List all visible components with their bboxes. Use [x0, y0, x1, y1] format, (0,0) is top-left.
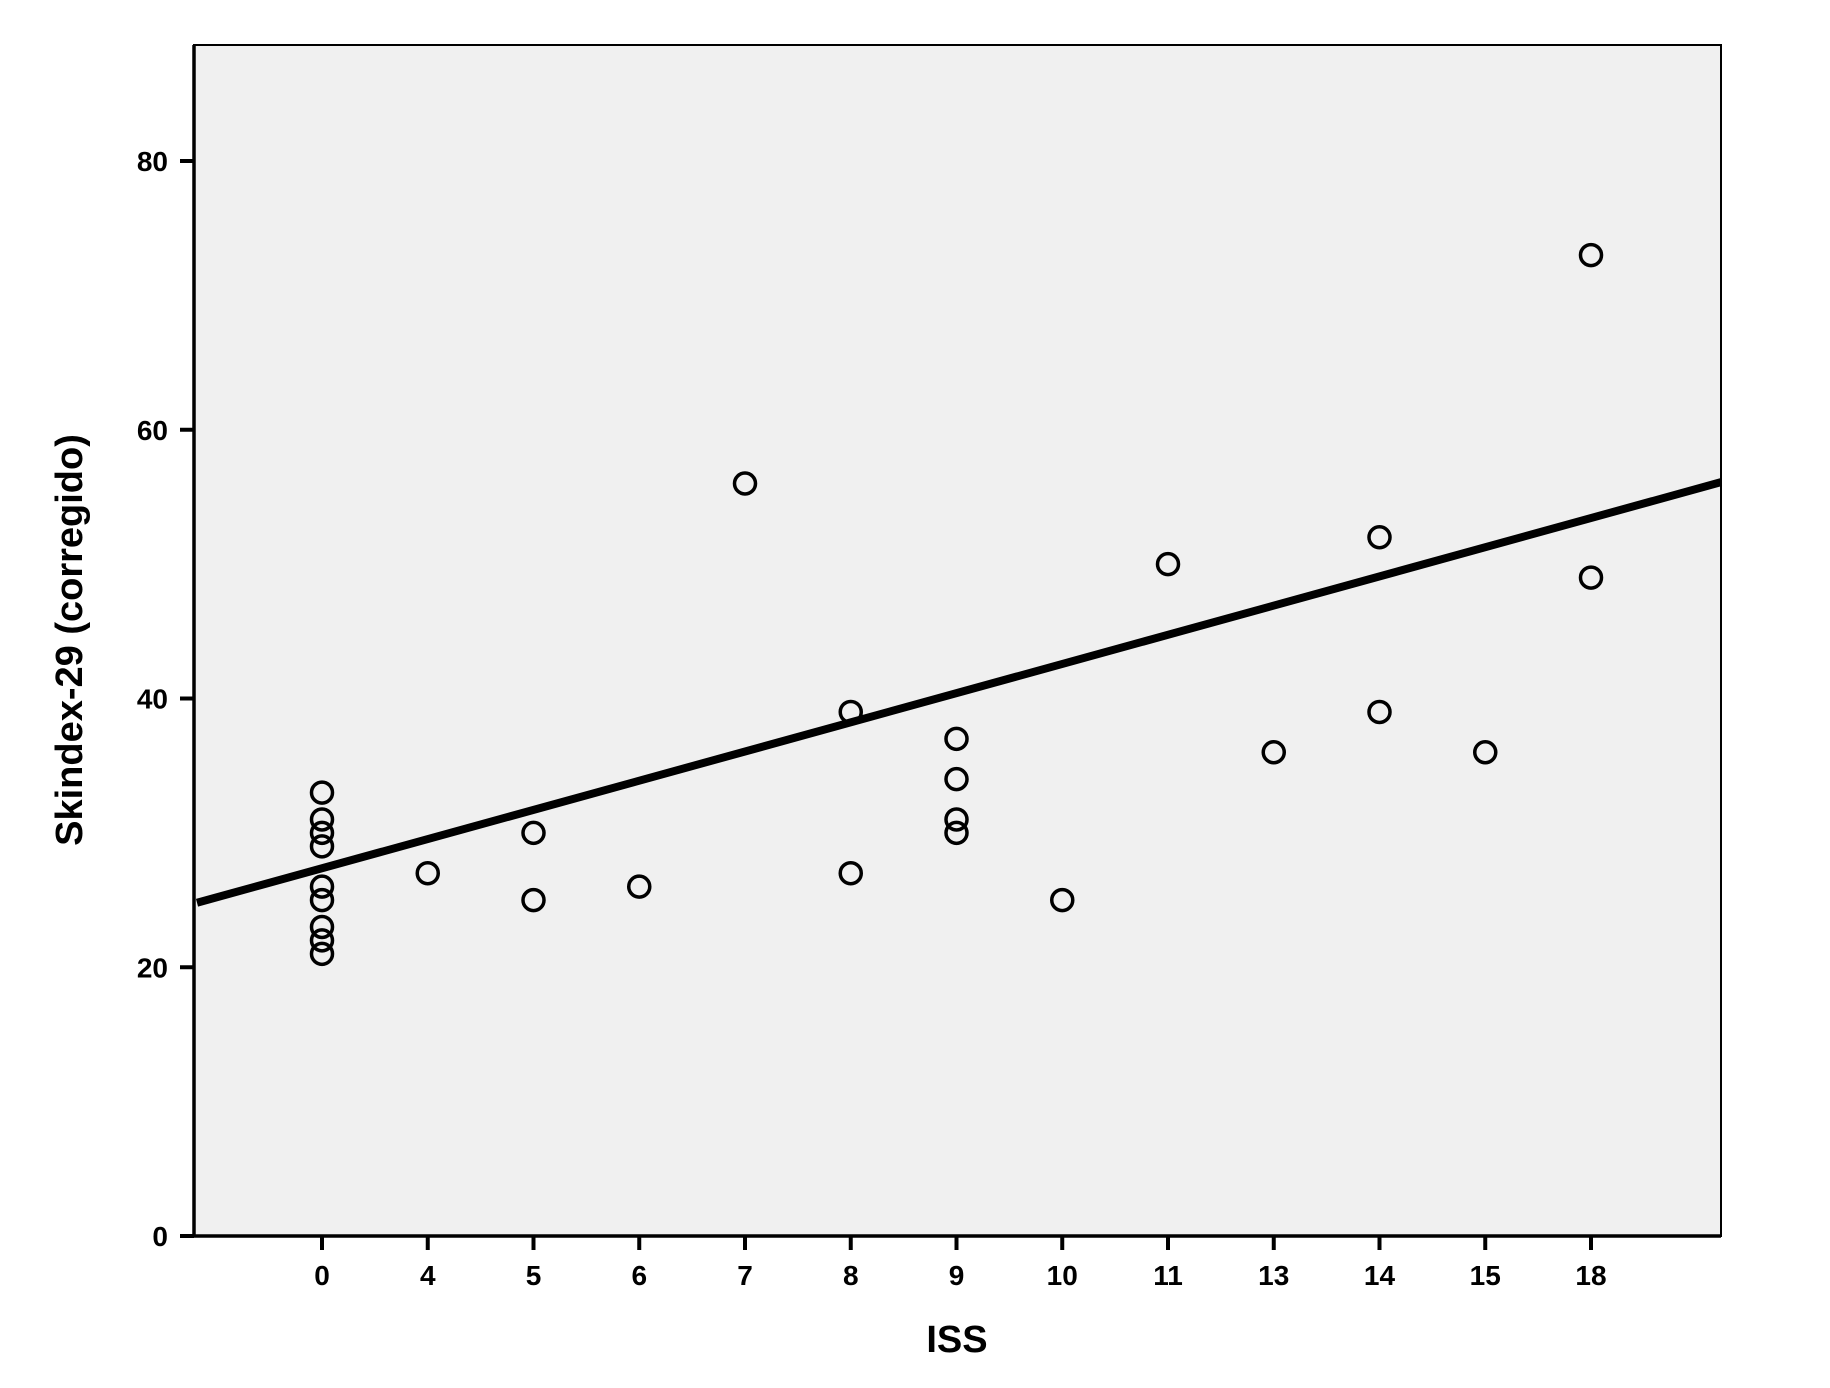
y-tick-label: 80	[137, 146, 168, 177]
x-tick-label: 0	[314, 1260, 330, 1291]
data-points-layer	[309, 242, 1604, 967]
data-point	[1155, 551, 1181, 577]
x-tick-label: 7	[737, 1260, 753, 1291]
x-tick-label: 15	[1470, 1260, 1501, 1291]
x-tick-label: 13	[1258, 1260, 1289, 1291]
x-axis-ticks: 0 4 5 6 7 8 9 10 11 13 14 15 18	[314, 1236, 1607, 1291]
data-point	[309, 780, 335, 805]
x-tick-label: 18	[1575, 1260, 1606, 1291]
x-tick-label: 6	[631, 1260, 647, 1291]
x-tick-label: 5	[526, 1260, 542, 1291]
data-point	[944, 820, 969, 846]
data-point	[309, 807, 335, 832]
data-point	[521, 887, 546, 913]
data-point	[944, 726, 969, 752]
data-point	[1473, 740, 1498, 765]
data-point	[838, 860, 863, 886]
data-point	[309, 887, 335, 913]
y-tick-label: 60	[137, 415, 168, 446]
data-point	[309, 820, 335, 846]
data-point	[1261, 740, 1286, 765]
data-point	[521, 820, 546, 846]
x-tick-label: 9	[949, 1260, 965, 1291]
data-point	[1578, 242, 1604, 268]
data-point	[1050, 887, 1075, 913]
data-point	[309, 914, 335, 940]
y-axis-ticks: 0 20 40 60 80	[137, 146, 194, 1252]
data-point	[1367, 525, 1392, 550]
data-point	[309, 928, 335, 953]
x-axis-title: ISS	[926, 1319, 987, 1361]
x-tick-label: 14	[1364, 1260, 1396, 1291]
y-tick-label: 20	[137, 952, 168, 983]
y-tick-label: 0	[152, 1221, 168, 1252]
y-tick-label: 40	[137, 684, 168, 715]
data-point	[1367, 699, 1392, 725]
y-axis-title: Skindex-29 (corregido)	[49, 434, 91, 846]
x-tick-label: 4	[420, 1260, 436, 1291]
fit-line	[195, 478, 1723, 907]
data-point	[309, 874, 335, 899]
x-tick-label: 11	[1153, 1260, 1183, 1291]
data-point	[627, 874, 652, 899]
data-point	[944, 766, 969, 792]
data-point	[309, 941, 335, 967]
data-point	[309, 834, 335, 859]
plot-area	[194, 45, 1721, 1236]
data-point	[732, 471, 758, 496]
data-point	[415, 860, 440, 886]
x-tick-label: 10	[1047, 1260, 1078, 1291]
x-tick-label: 8	[843, 1260, 859, 1291]
data-point	[1578, 565, 1604, 590]
data-point	[944, 807, 969, 832]
data-point	[838, 699, 863, 725]
